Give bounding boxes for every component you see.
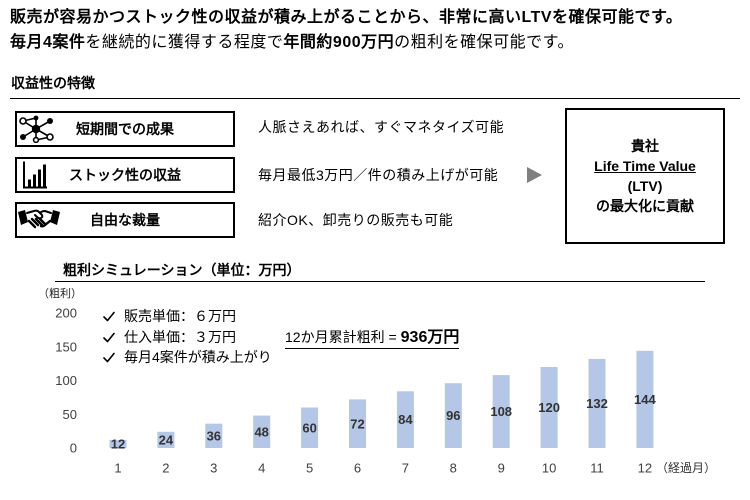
cumulative-profit-total: 12か月累計粗利 = 936万円 xyxy=(285,327,460,349)
y-tick-label-150: 150 xyxy=(55,339,77,354)
bar-month-8 xyxy=(444,383,462,448)
bar-month-4 xyxy=(253,415,271,448)
assumption-item-monthly-cases: 毎月4案件が積み上がり xyxy=(103,348,272,366)
y-tick-label-200: 200 xyxy=(55,306,77,321)
assumption-item-sale-price: 販売単価：６万円 xyxy=(103,307,236,325)
data-label-month-1: 12 xyxy=(111,437,125,452)
bar-month-5 xyxy=(301,407,319,448)
check-icon xyxy=(103,311,115,321)
cumulative-profit-label: 12か月累計粗利 = xyxy=(285,329,397,345)
handshake-icon xyxy=(18,207,60,233)
data-label-month-5: 60 xyxy=(302,420,316,435)
feature-box-short-term: 短期間での成果 xyxy=(15,111,235,147)
result-line-maximize: の最大化に貢献 xyxy=(596,198,694,214)
x-tick-label-8: 8 xyxy=(450,461,457,476)
feature-box-freedom: 自由な裁量 xyxy=(15,202,235,238)
assumption-item-purchase-price: 仕入単価：３万円 xyxy=(103,328,236,346)
data-label-month-10: 120 xyxy=(538,400,560,415)
data-label-month-6: 72 xyxy=(350,416,364,431)
result-line-company: 貴社 xyxy=(631,138,659,154)
section-divider xyxy=(10,98,740,99)
bar-month-3 xyxy=(205,423,223,448)
data-label-month-2: 24 xyxy=(159,432,174,447)
bar-month-9 xyxy=(492,375,510,448)
data-label-month-3: 36 xyxy=(207,428,221,443)
chart-y-axis-label: （粗利） xyxy=(38,288,82,300)
assumption-text: 販売単価：６万円 xyxy=(124,308,236,324)
bar-month-6 xyxy=(349,399,366,448)
x-tick-label-1: 1 xyxy=(114,461,121,476)
bar-chart-icon xyxy=(22,161,48,190)
check-icon xyxy=(103,332,115,342)
bar-month-10 xyxy=(540,367,558,448)
headline-emphasis-cases: 毎月4案件 xyxy=(10,34,86,51)
headline-emphasis-profit: 年間約900万円 xyxy=(283,34,395,51)
network-icon xyxy=(18,115,55,144)
feature-description-freedom: 紹介OK、卸売りの販売も可能 xyxy=(258,212,454,228)
data-label-month-7: 84 xyxy=(398,412,413,427)
x-tick-label-3: 3 xyxy=(210,461,217,476)
bar-month-7 xyxy=(396,391,414,448)
bar-month-1 xyxy=(109,439,127,448)
assumption-text: 仕入単価：３万円 xyxy=(124,329,236,345)
feature-label-short-term: 短期間での成果 xyxy=(76,121,174,137)
bar-month-12 xyxy=(636,350,654,448)
cumulative-profit-value: 936万円 xyxy=(400,329,460,346)
result-line-ltv-abbr: (LTV) xyxy=(627,178,663,194)
chart-title: 粗利シミュレーション（単位：万円） xyxy=(63,262,301,278)
chart-x-axis-label: （経過月） xyxy=(656,461,717,475)
data-label-month-11: 132 xyxy=(586,396,608,411)
x-tick-label-2: 2 xyxy=(162,461,169,476)
x-tick-label-5: 5 xyxy=(306,461,313,476)
data-label-month-12: 144 xyxy=(634,392,656,407)
headline-line-1: 販売が容易かつストック性の収益が積み上がることから、非常に高いLTVを確保可能で… xyxy=(10,9,683,26)
y-tick-label-100: 100 xyxy=(55,373,77,388)
bar-month-2 xyxy=(157,431,175,448)
y-tick-label-50: 50 xyxy=(63,407,77,422)
feature-label-freedom: 自由な裁量 xyxy=(90,212,160,228)
assumption-text: 毎月4案件が積み上がり xyxy=(124,349,272,365)
feature-label-stock-revenue: ストック性の収益 xyxy=(69,167,181,183)
feature-description-short-term: 人脈さえあれば、すぐマネタイズ可能 xyxy=(258,119,505,135)
x-tick-label-7: 7 xyxy=(402,461,409,476)
data-label-month-4: 48 xyxy=(254,424,268,439)
x-tick-label-11: 11 xyxy=(590,461,604,476)
headline-line-2: 毎月4案件を継続的に獲得する程度で年間約900万円の粗利を確保可能です。 xyxy=(10,33,574,53)
data-label-month-9: 108 xyxy=(490,404,512,419)
feature-box-stock-revenue: ストック性の収益 xyxy=(15,157,235,193)
data-label-month-8: 96 xyxy=(446,408,460,423)
x-tick-label-4: 4 xyxy=(258,461,265,476)
triangle-right-icon xyxy=(527,167,542,183)
bar-month-11 xyxy=(588,358,606,448)
x-tick-label-6: 6 xyxy=(354,461,361,476)
headline-text-middle: を継続的に獲得する程度で xyxy=(85,34,284,51)
result-box: 貴社 Life Time Value (LTV) の最大化に貢献 xyxy=(565,108,725,244)
x-tick-label-10: 10 xyxy=(542,461,556,476)
gross-profit-bar-chart: 0 50 100 150 200 12 1 24 2 36 3 48 4 60 5 72 6 84 7 96 8 108 9… xyxy=(55,306,656,476)
result-line-ltv-full: Life Time Value xyxy=(594,158,696,174)
section-heading: 収益性の特徴 xyxy=(11,75,95,91)
chart-title-divider xyxy=(55,281,705,282)
y-tick-label-0: 0 xyxy=(70,441,77,456)
feature-description-stock-revenue: 毎月最低3万円／件の積み上げが可能 xyxy=(258,167,499,183)
check-icon xyxy=(103,352,115,362)
x-tick-label-12: 12 xyxy=(638,461,652,476)
headline-text-end: の粗利を確保可能です。 xyxy=(394,34,575,51)
x-tick-label-9: 9 xyxy=(498,461,505,476)
